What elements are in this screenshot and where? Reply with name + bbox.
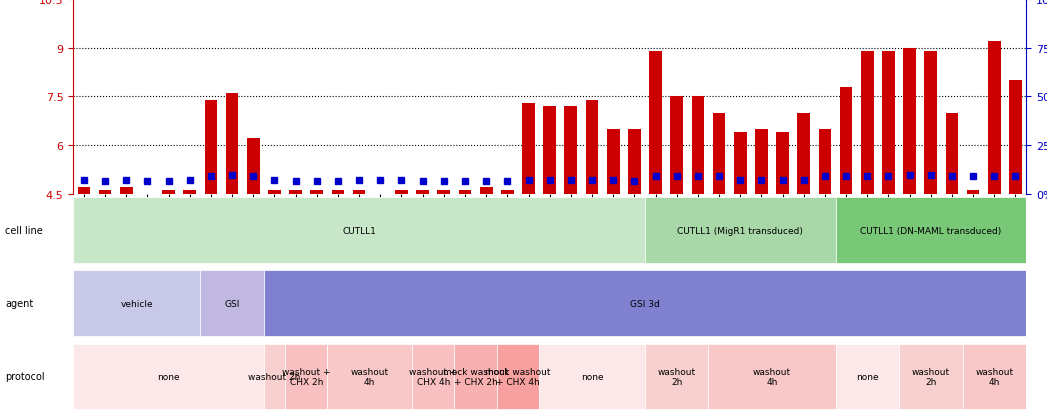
Bar — [776, 133, 789, 339]
Bar — [1009, 81, 1022, 339]
Text: washout
4h: washout 4h — [351, 367, 388, 386]
Text: GSI 3d: GSI 3d — [630, 299, 660, 308]
FancyBboxPatch shape — [328, 344, 413, 409]
Bar — [480, 188, 492, 339]
FancyBboxPatch shape — [73, 198, 645, 263]
FancyBboxPatch shape — [709, 344, 836, 409]
Bar — [395, 191, 408, 339]
Bar — [374, 194, 386, 339]
Text: mock washout
+ CHX 2h: mock washout + CHX 2h — [443, 367, 509, 386]
Bar — [861, 52, 873, 339]
Bar — [119, 188, 133, 339]
Text: washout +
CHX 2h: washout + CHX 2h — [282, 367, 331, 386]
FancyBboxPatch shape — [73, 344, 264, 409]
Bar — [585, 100, 599, 339]
Bar — [98, 191, 111, 339]
Bar — [268, 191, 281, 339]
Bar — [628, 129, 641, 339]
Text: washout
2h: washout 2h — [658, 367, 696, 386]
Bar — [819, 129, 831, 339]
Bar — [522, 104, 535, 339]
Bar — [798, 113, 810, 339]
Text: none: none — [157, 372, 180, 381]
Bar — [649, 52, 662, 339]
Bar — [882, 52, 895, 339]
Bar — [543, 107, 556, 339]
Bar — [141, 194, 154, 339]
Bar — [438, 191, 450, 339]
FancyBboxPatch shape — [539, 344, 645, 409]
Bar — [840, 88, 852, 339]
Bar — [226, 94, 239, 339]
Bar — [500, 191, 514, 339]
Bar — [459, 191, 471, 339]
FancyBboxPatch shape — [200, 271, 264, 336]
Text: none: none — [856, 372, 878, 381]
Bar — [310, 191, 324, 339]
Bar — [332, 191, 344, 339]
Bar — [289, 191, 302, 339]
Text: washout +
CHX 4h: washout + CHX 4h — [409, 367, 458, 386]
FancyBboxPatch shape — [264, 344, 285, 409]
Text: washout 2h: washout 2h — [248, 372, 300, 381]
Text: GSI: GSI — [224, 299, 240, 308]
Text: protocol: protocol — [5, 372, 45, 382]
Text: CUTLL1 (DN-MAML transduced): CUTLL1 (DN-MAML transduced) — [861, 226, 1001, 235]
Text: washout
4h: washout 4h — [975, 367, 1013, 386]
Text: CUTLL1: CUTLL1 — [342, 226, 376, 235]
Bar — [670, 97, 683, 339]
Bar — [713, 113, 726, 339]
FancyBboxPatch shape — [413, 344, 454, 409]
Bar — [988, 42, 1001, 339]
Bar — [945, 113, 958, 339]
FancyBboxPatch shape — [285, 344, 328, 409]
FancyBboxPatch shape — [73, 271, 200, 336]
Bar — [247, 139, 260, 339]
FancyBboxPatch shape — [962, 344, 1026, 409]
FancyBboxPatch shape — [645, 198, 836, 263]
Text: mock washout
+ CHX 4h: mock washout + CHX 4h — [485, 367, 551, 386]
Text: cell line: cell line — [5, 225, 43, 235]
Text: CUTLL1 (MigR1 transduced): CUTLL1 (MigR1 transduced) — [677, 226, 803, 235]
Text: washout
2h: washout 2h — [912, 367, 950, 386]
Bar — [691, 97, 705, 339]
Bar — [183, 191, 196, 339]
Bar — [77, 188, 90, 339]
Bar — [353, 191, 365, 339]
Text: vehicle: vehicle — [120, 299, 153, 308]
Text: none: none — [581, 372, 603, 381]
Text: washout
4h: washout 4h — [753, 367, 792, 386]
Bar — [204, 100, 218, 339]
Bar — [417, 191, 429, 339]
Bar — [607, 129, 620, 339]
FancyBboxPatch shape — [899, 344, 962, 409]
FancyBboxPatch shape — [645, 344, 709, 409]
Bar — [904, 48, 916, 339]
FancyBboxPatch shape — [454, 344, 496, 409]
Bar — [564, 107, 577, 339]
FancyBboxPatch shape — [264, 271, 1026, 336]
Bar — [162, 191, 175, 339]
Bar — [925, 52, 937, 339]
Bar — [966, 191, 980, 339]
Bar — [755, 129, 767, 339]
Text: agent: agent — [5, 299, 34, 309]
FancyBboxPatch shape — [496, 344, 539, 409]
Bar — [734, 133, 747, 339]
FancyBboxPatch shape — [836, 198, 1026, 263]
FancyBboxPatch shape — [836, 344, 899, 409]
